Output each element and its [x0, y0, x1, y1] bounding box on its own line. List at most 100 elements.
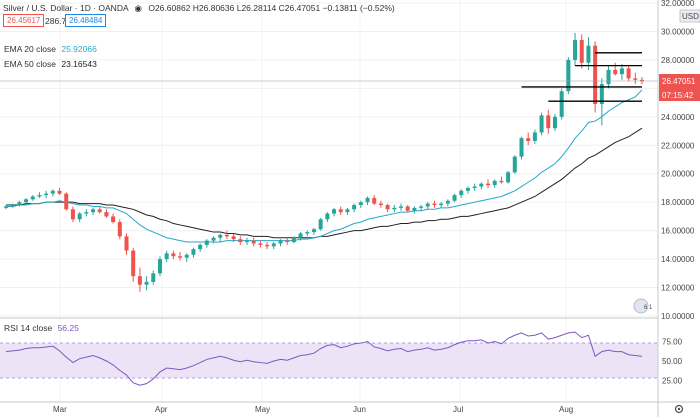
candle-body	[318, 219, 323, 230]
candle-body	[37, 195, 42, 197]
currency-button[interactable]	[679, 9, 700, 23]
candle-body	[465, 187, 470, 191]
candle-body	[506, 172, 511, 183]
candle-body	[278, 240, 283, 244]
candle-body	[311, 229, 316, 233]
candle-body	[30, 196, 35, 200]
candle-body	[613, 69, 618, 75]
ema20-line	[6, 89, 643, 243]
candle-body	[445, 200, 450, 204]
symbol-name[interactable]: Silver / U.S. Dollar · 1D · OANDA	[3, 3, 129, 13]
candle-body	[633, 78, 638, 80]
ohlc-values: O26.60862 H26.80636 L26.28114 C26.47051 …	[148, 3, 395, 13]
candle-body	[131, 250, 136, 277]
currency-label: USD	[682, 12, 699, 21]
eye-icon[interactable]: ◉	[134, 3, 142, 13]
candle-body	[486, 183, 491, 186]
candle-body	[586, 45, 591, 63]
candle-body	[57, 190, 62, 194]
price-axis[interactable]: 32.0000030.0000028.0000026.0000024.00000…	[661, 0, 695, 321]
candle-body	[204, 240, 209, 245]
candle-body	[425, 203, 430, 207]
candle-body	[171, 253, 176, 257]
ema50-line	[6, 127, 643, 239]
candle-body	[338, 209, 343, 213]
time-axis[interactable]: Mar Apr May Jun Jul Aug	[53, 405, 573, 414]
settings-icon[interactable]	[674, 404, 684, 414]
tradingview-logo[interactable]: 6 1	[633, 298, 653, 314]
candle-body	[77, 213, 82, 220]
candle-body	[532, 132, 537, 142]
price-tick-label: 12.00000	[661, 284, 695, 293]
candle-body	[519, 138, 524, 157]
ema20-path	[6, 89, 643, 243]
candle-body	[17, 202, 22, 206]
rsi-tick-label: 75.00	[662, 338, 683, 347]
candle-body	[164, 253, 169, 260]
symbol-title: Silver / U.S. Dollar · 1D · OANDA ◉ O26.…	[3, 3, 395, 14]
candle-body	[412, 207, 417, 211]
candle-body	[559, 91, 564, 117]
candle-body	[345, 209, 350, 213]
candle-body	[298, 233, 303, 238]
candle-body	[392, 207, 397, 210]
candle-body	[211, 237, 216, 241]
candle-body	[198, 244, 203, 250]
candle-body	[144, 281, 149, 285]
ask-price-button[interactable]: 26.48484	[65, 14, 107, 27]
candle-body	[224, 234, 229, 237]
rsi-axis[interactable]: 75.00 50.00 25.00	[662, 338, 683, 386]
rsi-value: 56.25	[57, 323, 79, 333]
candle-body	[432, 203, 437, 206]
candle-body	[84, 212, 89, 214]
candle-body	[111, 216, 116, 223]
candle-body	[238, 239, 243, 243]
bid-price-button[interactable]: 26.45617	[3, 14, 45, 27]
candle-body	[352, 205, 357, 210]
candle-body	[104, 212, 109, 217]
candle-body	[24, 199, 29, 203]
rsi-path	[5, 331, 643, 386]
candle-body	[606, 69, 611, 85]
candle-body	[191, 249, 196, 255]
time-tick-label: May	[255, 405, 270, 414]
candle-body	[385, 205, 390, 210]
candle-body	[479, 183, 484, 187]
price-tick-label: 10.00000	[661, 312, 695, 321]
svg-text:6 1: 6 1	[644, 305, 653, 311]
candle-body	[593, 45, 598, 105]
candle-body	[398, 206, 403, 208]
countdown-badge	[659, 88, 700, 101]
candle-body	[405, 206, 410, 211]
candle-body	[271, 243, 276, 247]
candle-body	[285, 240, 290, 243]
last-price-badge	[659, 74, 700, 88]
candles-layer	[3, 32, 645, 292]
ema50-legend[interactable]: EMA 50 close 23.16543	[4, 59, 97, 69]
candle-body	[157, 259, 162, 274]
candle-body	[137, 276, 142, 285]
spread-value: 286.7	[45, 16, 67, 26]
candle-body	[372, 197, 377, 204]
price-tick-label: 18.00000	[661, 198, 695, 207]
rsi-tick-label: 50.00	[662, 357, 683, 366]
candle-body	[291, 237, 296, 243]
ema50-value: 23.16543	[61, 59, 97, 69]
ema20-legend[interactable]: EMA 20 close 25.92066	[4, 44, 97, 54]
last-price-text: 26.47051	[662, 77, 696, 86]
candle-body	[378, 203, 383, 206]
rsi-legend[interactable]: RSI 14 close 56.25	[4, 323, 79, 333]
candle-body	[325, 213, 330, 220]
candle-body	[151, 273, 156, 282]
price-tick-label: 24.00000	[661, 113, 695, 122]
price-tick-label: 30.00000	[661, 27, 695, 36]
candle-body	[599, 84, 604, 105]
ema20-value: 25.92066	[61, 44, 97, 54]
candle-body	[3, 206, 9, 208]
resistance-lines[interactable]	[521, 52, 642, 102]
candle-body	[492, 180, 497, 186]
candle-body	[626, 68, 631, 79]
candle-body	[573, 39, 578, 60]
price-tick-label: 22.00000	[661, 141, 695, 150]
